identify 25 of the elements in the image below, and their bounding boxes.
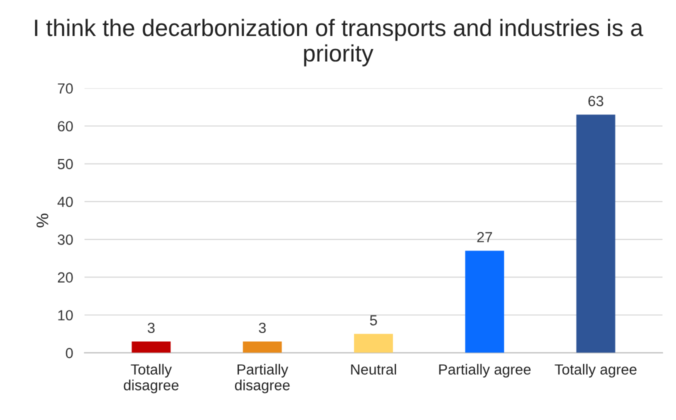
y-tick-label: 20 (58, 272, 73, 283)
bar (242, 341, 282, 353)
y-tick-label: 50 (58, 158, 73, 170)
bar (576, 114, 616, 353)
y-axis-title: % (36, 214, 48, 228)
x-tick-label: Totally agree (554, 364, 636, 378)
x-tick-label: Neutral (351, 364, 396, 375)
data-label: 27 (477, 232, 492, 242)
y-tick-label: 40 (58, 196, 73, 208)
data-label: 5 (370, 315, 377, 326)
bar (354, 334, 393, 353)
bar (465, 250, 504, 353)
x-tick-label: Partially disagree (234, 364, 290, 394)
y-tick-label: 0 (66, 348, 73, 358)
data-label: 3 (258, 322, 266, 334)
x-tick-label: Partially agree (439, 364, 531, 378)
chart-title: I think the decarbonization of transports and industries is a priority (35, 18, 644, 66)
bar (132, 341, 171, 353)
data-label: 3 (148, 322, 155, 334)
y-tick-label: 10 (58, 310, 73, 320)
data-label: 63 (588, 96, 604, 106)
y-tick-label: 60 (58, 121, 73, 132)
x-tick-label: Totally disagree (124, 364, 179, 394)
y-tick-label: 70 (58, 83, 73, 94)
y-tick-label: 30 (58, 234, 73, 245)
